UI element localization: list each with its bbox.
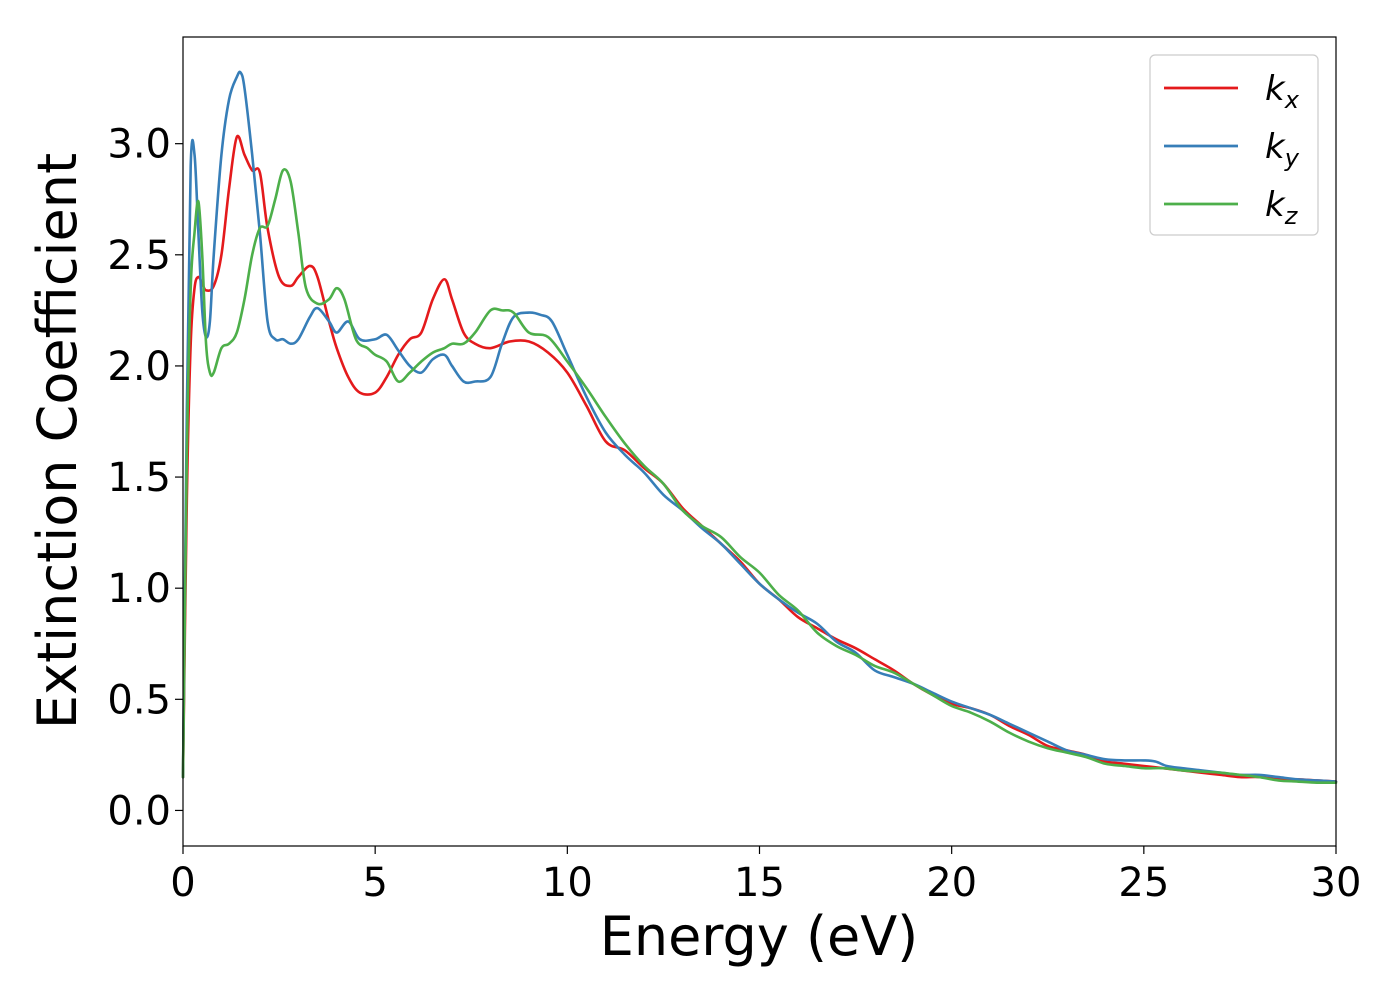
- series-line-ky: [181, 70, 1338, 783]
- x-tick-label: 10: [542, 860, 593, 906]
- x-tick-label: 15: [734, 860, 785, 906]
- y-tick-label: 2.0: [107, 344, 171, 390]
- y-tick-label: 2.5: [107, 233, 171, 279]
- x-tick-label: 20: [926, 860, 977, 906]
- x-tick-label: 30: [1311, 860, 1362, 906]
- y-tick-label: 0.0: [107, 788, 171, 834]
- legend-label-kz: kz: [1265, 185, 1299, 230]
- series-layer: [181, 70, 1338, 785]
- y-axis-label: Extinction Coefficient: [26, 153, 89, 729]
- y-tick-label: 0.5: [107, 677, 171, 723]
- y-tick-label: 1.0: [107, 566, 171, 612]
- x-axis-ticks: 0 5 10 15 20 25 30: [170, 846, 1361, 906]
- x-tick-label: 0: [170, 860, 195, 906]
- y-tick-label: 1.5: [107, 455, 171, 501]
- y-tick-label: 3.0: [107, 122, 171, 168]
- x-tick-label: 25: [1118, 860, 1169, 906]
- x-tick-label: 5: [362, 860, 387, 906]
- y-axis-ticks: 0.0 0.5 1.0 1.5 2.0 2.5 3.0: [107, 122, 183, 834]
- series-line-kz: [181, 168, 1338, 785]
- x-axis-label: Energy (eV): [600, 905, 919, 968]
